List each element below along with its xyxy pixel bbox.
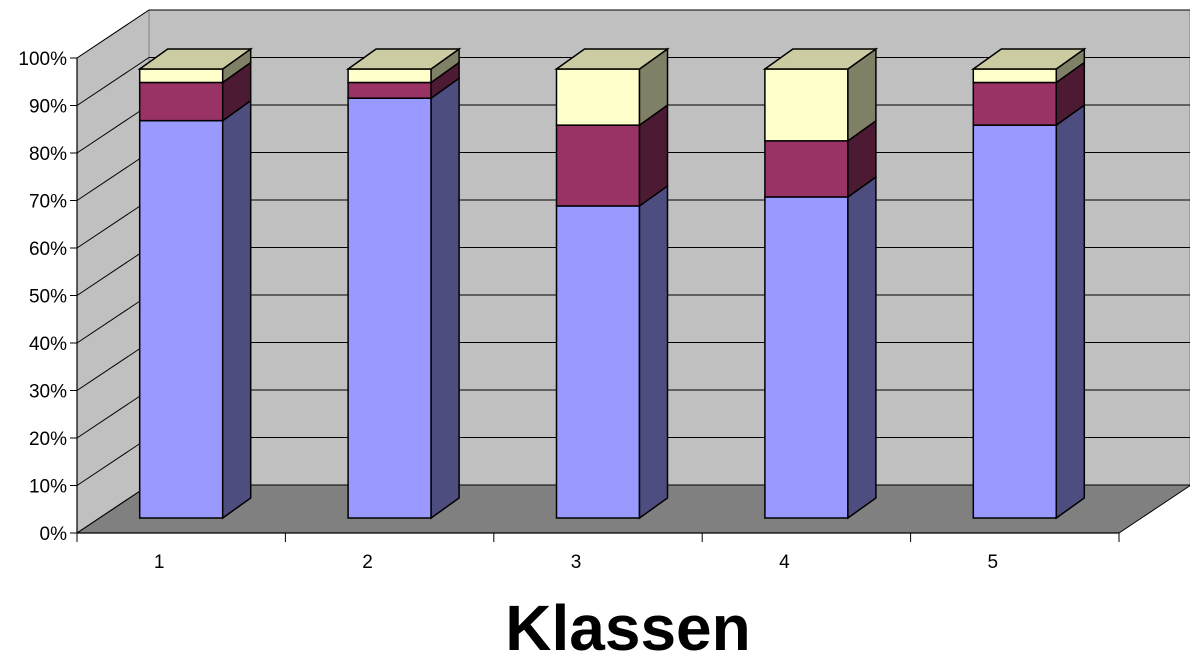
bar-segment-front [764, 196, 849, 519]
y-tick-label: 30% [29, 382, 67, 403]
y-tick-label: 70% [29, 192, 67, 213]
gridline-side [76, 104, 150, 154]
y-tick-label: 100% [18, 49, 67, 70]
y-tick-label: 60% [29, 239, 67, 260]
x-tick-label: 4 [779, 552, 790, 573]
x-tick-labels: 1 2 3 4 5 [154, 552, 998, 573]
gridline-side [76, 484, 150, 534]
y-tick-label: 40% [29, 334, 67, 355]
gridline-side [76, 9, 150, 59]
bar-segment-front [764, 140, 849, 198]
x-tick-label: 2 [362, 552, 373, 573]
gridline-side [76, 199, 150, 249]
bar-segment-front [138, 68, 224, 84]
bar-segment-front [347, 81, 432, 99]
bar-segment-front [347, 97, 432, 519]
gridline-side [76, 57, 150, 106]
bars [137, 47, 1087, 520]
x-axis-title: Klassen [505, 592, 750, 655]
gridline-side [76, 437, 150, 486]
bar-segment-front [972, 68, 1058, 84]
y-tick-label: 90% [29, 97, 67, 118]
y-tick-label: 50% [29, 287, 67, 308]
bar-segment-front [138, 81, 224, 122]
bar-segment-front [347, 68, 432, 84]
bar-segment-front [555, 124, 641, 207]
gridline-side [76, 294, 150, 344]
y-tick-label: 10% [29, 477, 67, 498]
bar-segment-front [764, 68, 849, 142]
gridline-side [76, 342, 150, 391]
bar-segment-side [638, 184, 669, 520]
gridline-side [76, 247, 150, 296]
bar-segment-side [221, 99, 252, 520]
axes [70, 57, 1120, 542]
bar-segment-top [762, 48, 879, 70]
bar-segment-top [970, 48, 1087, 70]
y-tick-label: 0% [40, 524, 68, 545]
bar-segment-side [847, 175, 877, 520]
bar-segment-front [555, 68, 641, 126]
bar-segment-front [555, 205, 641, 519]
bar-segment-front [972, 81, 1058, 126]
bar-segment-top [345, 48, 462, 70]
x-tick-label: 3 [571, 552, 582, 573]
y-tick-label: 20% [29, 429, 67, 450]
x-tick-label: 5 [988, 552, 999, 573]
gridline-side [76, 152, 150, 201]
bar-segment-top [554, 48, 670, 70]
y-tick-labels: 0% 10% 20% 30% 40% 50% 60% 70% 80% 90% 100% [18, 49, 67, 545]
gridline-side [76, 389, 150, 439]
bar-segment-side [1055, 103, 1086, 520]
bar-segment-front [972, 124, 1058, 519]
bar-segment-top [137, 48, 254, 70]
bar-segment-side [430, 76, 460, 520]
y-tick-label: 80% [29, 144, 67, 165]
bar-segment-front [138, 119, 224, 519]
x-tick-label: 1 [154, 552, 165, 573]
